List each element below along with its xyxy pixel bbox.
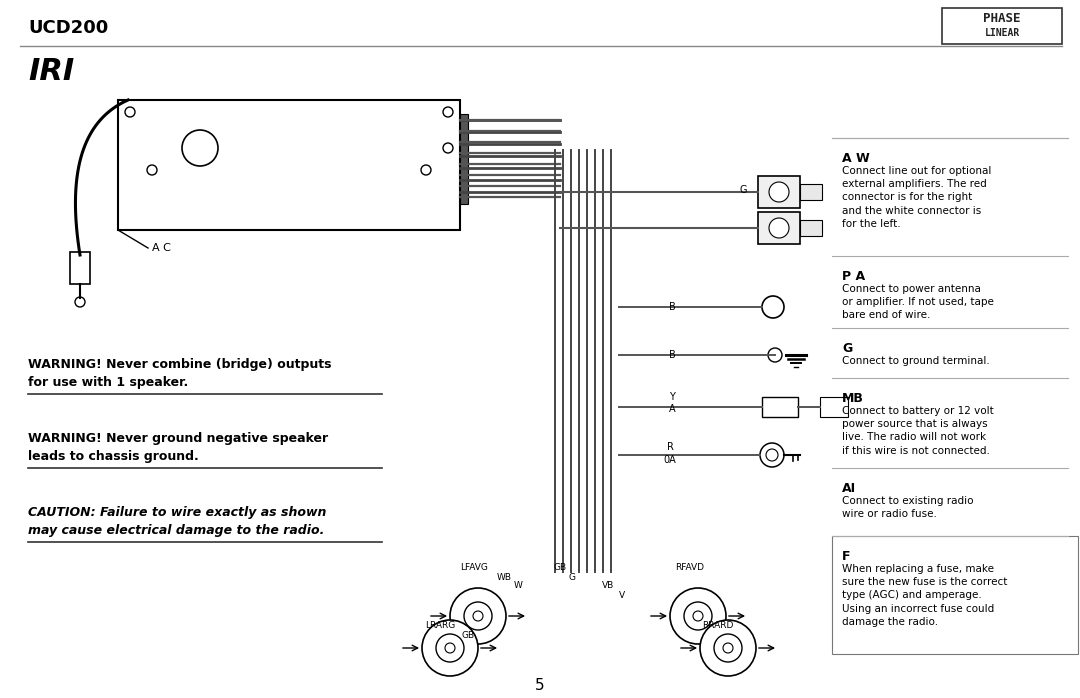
Text: When replacing a fuse, make
sure the new fuse is the correct
type (AGC) and ampe: When replacing a fuse, make sure the new… — [842, 564, 1008, 627]
Circle shape — [700, 620, 756, 676]
Circle shape — [714, 634, 742, 662]
Circle shape — [670, 588, 726, 644]
Circle shape — [443, 143, 453, 153]
Text: Connect to power antenna
or amplifier. If not used, tape
bare end of wire.: Connect to power antenna or amplifier. I… — [842, 284, 994, 320]
Bar — [460, 114, 468, 204]
Circle shape — [464, 602, 492, 630]
Bar — [800, 220, 822, 236]
Text: GB: GB — [461, 632, 474, 641]
Circle shape — [769, 182, 789, 202]
Text: RFAVD: RFAVD — [675, 563, 704, 572]
Circle shape — [436, 634, 464, 662]
Text: WB: WB — [497, 574, 512, 583]
Text: 5: 5 — [536, 678, 544, 694]
Circle shape — [760, 443, 784, 467]
Text: Connect to battery or 12 volt
power source that is always
live. The radio will n: Connect to battery or 12 volt power sour… — [842, 406, 994, 456]
Text: Connect to existing radio
wire or radio fuse.: Connect to existing radio wire or radio … — [842, 496, 973, 519]
Circle shape — [769, 218, 789, 238]
Text: VB: VB — [602, 581, 615, 591]
Text: IRI: IRI — [28, 57, 75, 87]
Text: WARNING! Never combine (bridge) outputs
for use with 1 speaker.: WARNING! Never combine (bridge) outputs … — [28, 358, 332, 389]
Text: 0A: 0A — [663, 455, 676, 465]
Text: G: G — [739, 185, 746, 195]
Bar — [762, 397, 798, 417]
Bar — [758, 176, 800, 208]
Circle shape — [762, 296, 784, 318]
Circle shape — [183, 130, 218, 166]
Circle shape — [125, 107, 135, 117]
Text: UCD200: UCD200 — [28, 19, 108, 37]
Text: CAUTION: Failure to wire exactly as shown
may cause electrical damage to the rad: CAUTION: Failure to wire exactly as show… — [28, 506, 326, 537]
Text: LRARG: LRARG — [424, 621, 455, 630]
Circle shape — [693, 611, 703, 621]
Circle shape — [195, 143, 205, 153]
Text: Y: Y — [670, 392, 675, 402]
Text: F: F — [842, 550, 851, 563]
Circle shape — [147, 165, 157, 175]
Text: R: R — [666, 442, 674, 452]
Circle shape — [75, 297, 85, 307]
Text: B: B — [669, 350, 675, 360]
Circle shape — [422, 620, 478, 676]
Bar — [800, 184, 822, 200]
Text: P A: P A — [842, 270, 865, 283]
Circle shape — [450, 588, 507, 644]
Circle shape — [445, 643, 455, 653]
Text: A W: A W — [842, 152, 869, 165]
Text: AI: AI — [842, 482, 856, 495]
Circle shape — [421, 165, 431, 175]
Bar — [820, 397, 848, 417]
Text: RRARD: RRARD — [702, 621, 733, 630]
Text: G: G — [842, 342, 852, 355]
Text: A C: A C — [152, 243, 171, 253]
Text: G: G — [568, 574, 576, 583]
Text: B: B — [669, 302, 675, 312]
Text: LFAVG: LFAVG — [460, 563, 488, 572]
Text: LINEAR: LINEAR — [984, 28, 1020, 38]
Text: V: V — [619, 591, 625, 600]
Text: Connect to ground terminal.: Connect to ground terminal. — [842, 356, 989, 366]
Bar — [70, 252, 90, 284]
Circle shape — [768, 348, 782, 362]
Circle shape — [723, 643, 733, 653]
Circle shape — [473, 611, 483, 621]
Text: PHASE: PHASE — [983, 13, 1021, 26]
Circle shape — [443, 107, 453, 117]
Text: W: W — [514, 581, 523, 591]
Circle shape — [766, 449, 778, 461]
Text: MB: MB — [842, 392, 864, 405]
Text: Connect line out for optional
external amplifiers. The red
connector is for the : Connect line out for optional external a… — [842, 166, 991, 229]
Text: GB: GB — [553, 563, 567, 572]
Bar — [758, 212, 800, 244]
Text: WARNING! Never ground negative speaker
leads to chassis ground.: WARNING! Never ground negative speaker l… — [28, 432, 328, 463]
Text: A: A — [669, 404, 675, 414]
Circle shape — [684, 602, 712, 630]
Bar — [118, 100, 460, 230]
